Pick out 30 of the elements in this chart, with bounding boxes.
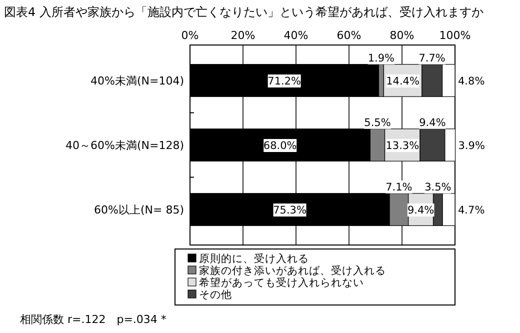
legend-label: 家族の付き添いがあれば、受け入れる: [199, 264, 386, 277]
data-label: 3.9%: [458, 140, 485, 152]
y-tick-label: 40%未満(N=104): [90, 74, 184, 88]
data-label: 13.3%: [386, 140, 420, 152]
legend-label: その他: [199, 289, 232, 301]
x-tick-label: 100%: [439, 29, 471, 42]
y-tick-label: 60%以上(N= 85): [94, 204, 184, 217]
data-label: 4.7%: [458, 204, 485, 217]
data-label: 75.3%: [273, 204, 306, 217]
data-label: 9.4%: [407, 204, 434, 217]
data-label: 1.9%: [368, 52, 395, 64]
x-tick-label: 60%: [336, 29, 362, 42]
data-label: 7.7%: [418, 52, 446, 64]
legend-label: 原則的に、受け入れる: [199, 252, 309, 265]
x-tick-label: 40%: [284, 29, 308, 42]
data-label: 14.4%: [386, 75, 420, 88]
legend-label: 希望があっても受け入れられない: [199, 276, 364, 289]
text: 相関係数 r=.122 p=.034 *: [20, 313, 167, 326]
y-tick-label: 40～60%未満(N=128): [66, 139, 184, 152]
data-label: 3.5%: [424, 181, 452, 194]
x-tick-label: 0%: [181, 29, 199, 42]
data-label: 4.8%: [458, 75, 485, 88]
data-label: 68.0%: [263, 140, 297, 152]
data-label: 7.1%: [386, 181, 412, 194]
x-tick-label: 20%: [230, 29, 256, 42]
data-label: 5.5%: [364, 116, 391, 129]
chart-title: 図表4 入所者や家族から「施設内で亡くなりたい」という希望があれば、受け入れますか: [4, 5, 484, 19]
data-label: 9.4%: [419, 116, 446, 129]
x-tick-label: 80%: [390, 29, 414, 42]
data-label: 71.2%: [268, 75, 302, 88]
